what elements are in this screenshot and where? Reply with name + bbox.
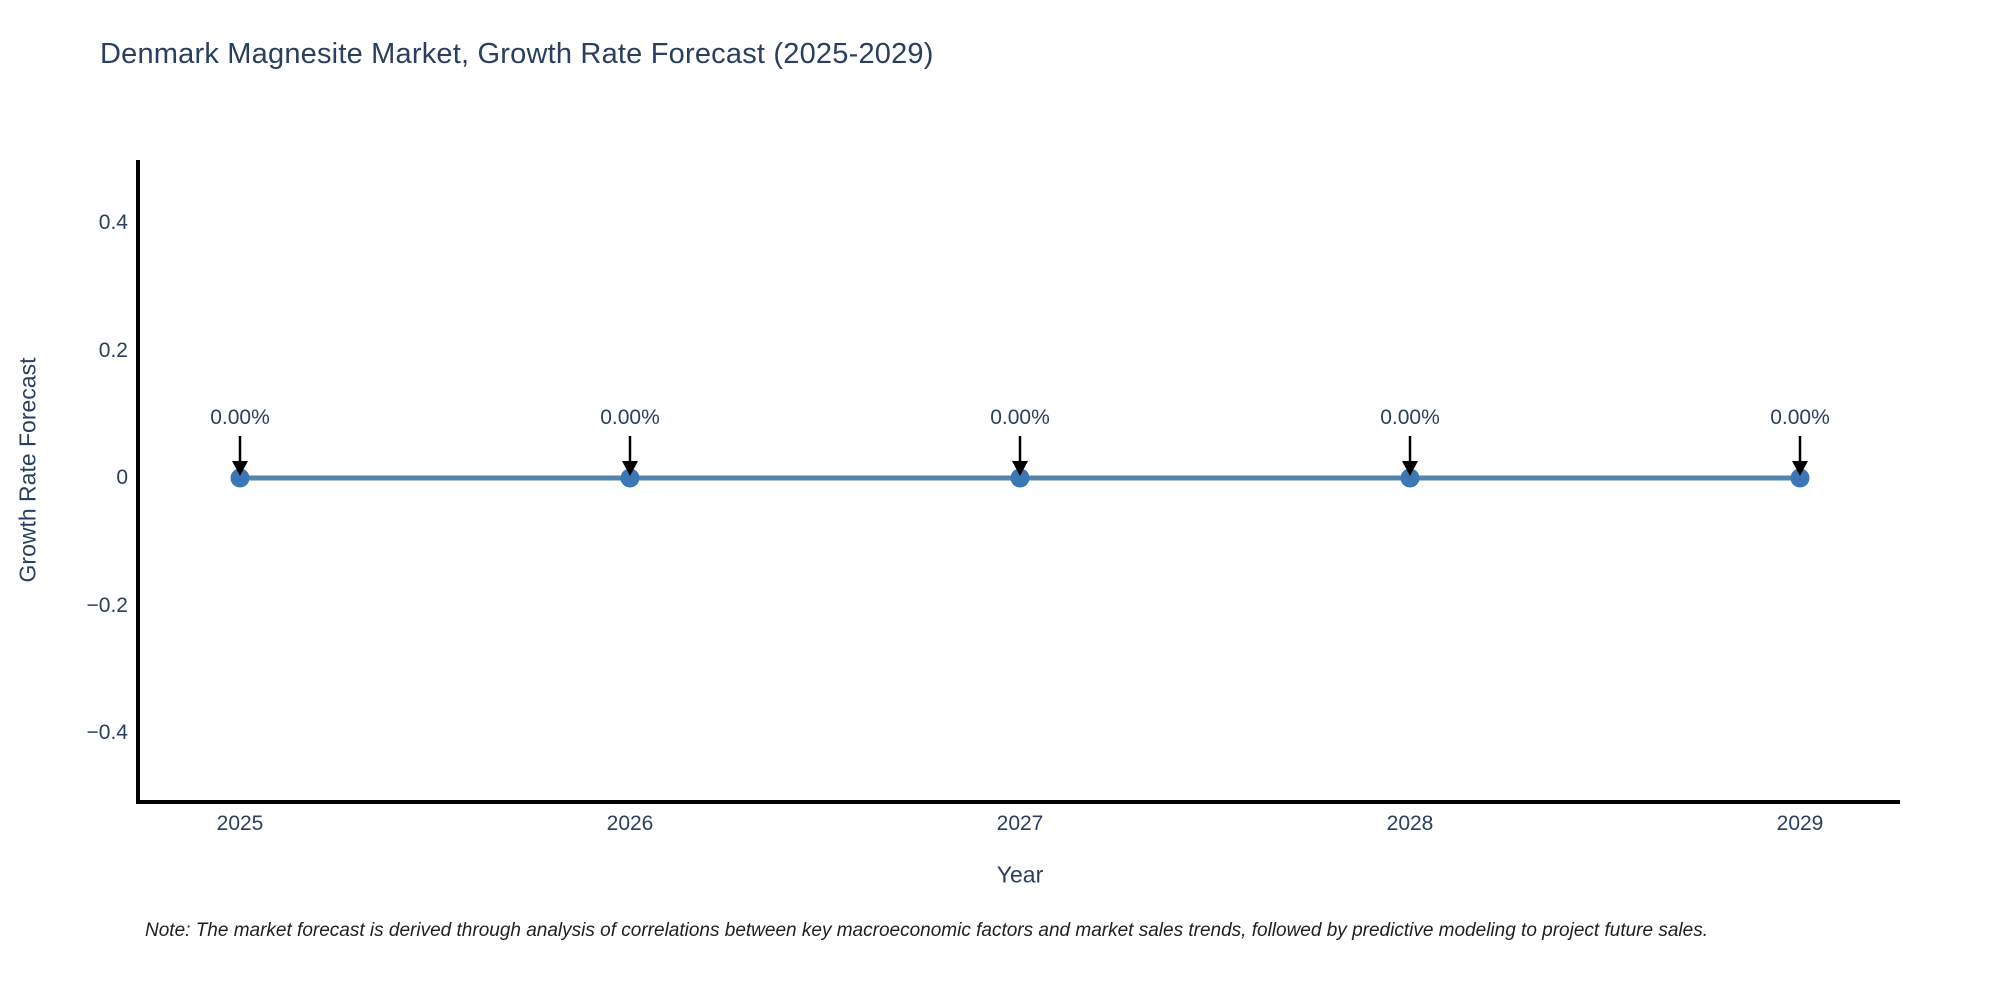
y-tick-label: 0.2 <box>98 338 128 362</box>
point-annotation-label: 0.00% <box>990 406 1050 429</box>
data-point-marker <box>230 468 250 488</box>
annotation-arrow-head <box>232 461 248 476</box>
data-point-marker <box>1400 468 1420 488</box>
point-annotation-label: 0.00% <box>210 406 270 429</box>
data-point-marker <box>1010 468 1030 488</box>
y-axis-line <box>136 160 140 804</box>
x-tick-label: 2028 <box>1386 812 1434 835</box>
x-axis-line <box>136 800 1900 804</box>
point-annotation-label: 0.00% <box>1380 406 1440 429</box>
x-tick-label: 2029 <box>1776 812 1824 835</box>
x-tick-label: 2027 <box>996 812 1044 835</box>
annotation-arrow-head <box>622 461 638 476</box>
x-tick-label: 2025 <box>216 812 264 835</box>
annotation-arrow-head <box>1792 461 1808 476</box>
data-point-marker <box>1790 468 1810 488</box>
y-tick-label: −0.2 <box>86 593 128 617</box>
footnote: Note: The market forecast is derived thr… <box>145 920 1708 941</box>
point-annotation-label: 0.00% <box>600 406 660 429</box>
y-tick-label: −0.4 <box>86 721 128 744</box>
x-axis-title: Year <box>996 861 1044 888</box>
annotation-arrow-head <box>1402 461 1418 476</box>
data-point-marker <box>620 468 640 488</box>
chart-title: Denmark Magnesite Market, Growth Rate Fo… <box>100 38 934 70</box>
y-tick-label: 0.4 <box>98 211 128 234</box>
annotation-arrow-head <box>1012 461 1028 476</box>
y-tick-label: 0 <box>116 466 128 489</box>
x-tick-label: 2026 <box>606 812 654 835</box>
point-annotation-label: 0.00% <box>1770 406 1830 429</box>
